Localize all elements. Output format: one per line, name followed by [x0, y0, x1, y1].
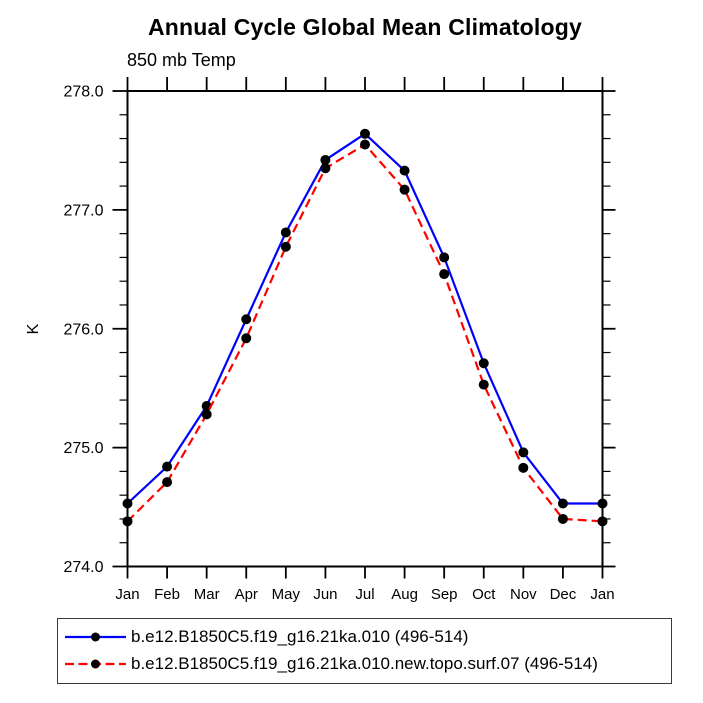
- series-1-marker: [201, 409, 212, 420]
- legend-sample-marker: [91, 659, 100, 669]
- y-tick-label: 274.0: [63, 559, 103, 576]
- legend-item: b.e12.B1850C5.f19_g16.21ka.010.new.topo.…: [62, 654, 598, 674]
- x-tick-label: May: [272, 586, 301, 603]
- series-0-marker: [162, 461, 173, 472]
- legend-label: b.e12.B1850C5.f19_g16.21ka.010.new.topo.…: [131, 654, 598, 673]
- series-1-marker: [360, 139, 370, 150]
- y-tick-label: 276.0: [63, 321, 103, 338]
- legend-item: b.e12.B1850C5.f19_g16.21ka.010 (496-514): [62, 627, 468, 647]
- x-tick-label: Jun: [313, 586, 337, 603]
- series-1-marker: [557, 513, 568, 524]
- legend-box: b.e12.B1850C5.f19_g16.21ka.010 (496-514)…: [57, 618, 672, 684]
- x-tick-label: Dec: [550, 586, 577, 603]
- x-tick-label: Nov: [510, 586, 537, 603]
- y-tick-label: 275.0: [63, 440, 103, 457]
- series-0-marker: [280, 227, 291, 238]
- series-1-marker: [320, 163, 331, 174]
- x-tick-label: Jan: [115, 586, 139, 603]
- plot-frame: [126, 90, 604, 568]
- x-tick-label: Aug: [391, 586, 418, 603]
- series-line-1: [126, 143, 603, 523]
- series-0-marker: [122, 498, 133, 509]
- chart-subtitle: 850 mb Temp: [127, 50, 236, 70]
- series-line-0: [126, 132, 603, 505]
- series-0-marker: [439, 252, 450, 263]
- x-tick-label: Feb: [154, 586, 180, 603]
- series-0-marker: [320, 154, 331, 165]
- y-axis-label: K: [25, 323, 42, 334]
- series-0-marker: [518, 447, 529, 458]
- legend-sample-marker: [91, 632, 100, 642]
- series-0-marker: [557, 498, 568, 509]
- legend-line-sample: [65, 659, 126, 669]
- series-0-marker: [360, 128, 370, 139]
- series-1-marker: [518, 462, 529, 473]
- x-tick-label: Jul: [355, 586, 374, 603]
- x-tick-label: Sep: [431, 586, 458, 603]
- y-tick-label: 277.0: [63, 202, 103, 219]
- series-1-marker: [597, 516, 608, 527]
- x-tick-label: Apr: [235, 586, 258, 603]
- x-tick-label: Jan: [590, 586, 614, 603]
- series-0-marker: [241, 314, 252, 325]
- series-0-marker: [478, 358, 489, 369]
- series-1-marker: [478, 379, 489, 390]
- line-chart-plot-area: K Jan Feb Mar Apr May Jun Jul Aug Sep Oct Nov Dec Ja…: [25, 77, 616, 603]
- series-1-marker: [162, 477, 173, 488]
- legend-line-sample: [65, 632, 126, 642]
- chart-title: Annual Cycle Global Mean Climatology: [147, 14, 583, 40]
- legend-label: b.e12.B1850C5.f19_g16.21ka.010 (496-514): [131, 627, 469, 646]
- y-tick-label: 278.0: [63, 84, 103, 101]
- series-0-marker: [597, 498, 608, 509]
- series-1-marker: [399, 184, 410, 195]
- series-1-marker: [280, 241, 291, 252]
- series-1-marker: [122, 516, 133, 527]
- x-tick-label: Oct: [472, 586, 496, 603]
- series-1-marker: [241, 333, 252, 344]
- x-tick-label: Mar: [194, 586, 220, 603]
- series-0-marker: [399, 165, 410, 176]
- series-1-marker: [439, 269, 450, 280]
